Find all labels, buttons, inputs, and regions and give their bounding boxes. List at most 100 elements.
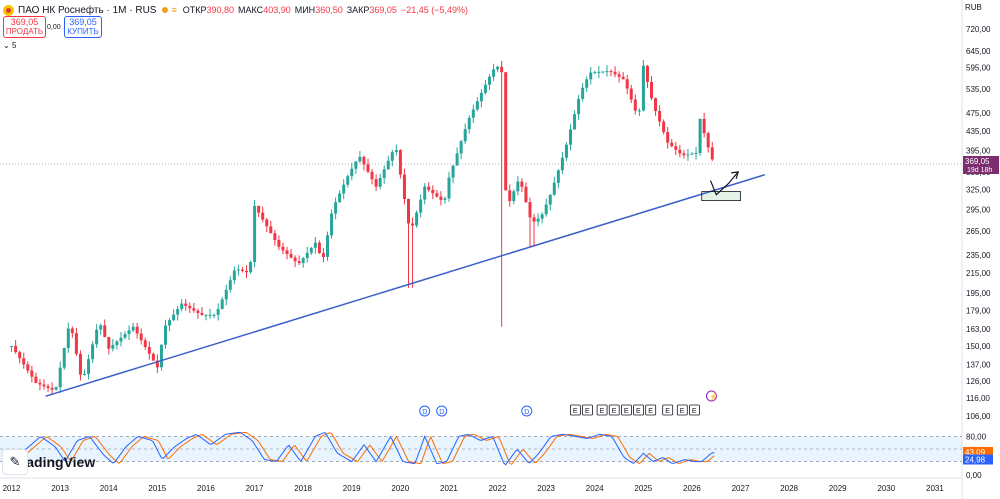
candle-up[interactable]: [386, 160, 390, 170]
earnings-marker[interactable]: [608, 404, 620, 416]
candle-down[interactable]: [398, 150, 402, 175]
candle-down[interactable]: [370, 171, 374, 180]
candle-down[interactable]: [402, 174, 406, 200]
candle-down[interactable]: [528, 202, 532, 218]
candle-up[interactable]: [224, 289, 228, 300]
earnings-marker[interactable]: [620, 404, 632, 416]
candle-up[interactable]: [54, 387, 58, 390]
candle-down[interactable]: [265, 219, 269, 227]
candle-down[interactable]: [633, 99, 637, 111]
candle-up[interactable]: [249, 261, 253, 273]
candle-down[interactable]: [674, 146, 678, 150]
indicators-toggle[interactable]: ⌄ 5: [3, 41, 16, 50]
candle-up[interactable]: [212, 314, 216, 316]
candle-up[interactable]: [516, 181, 520, 192]
stochastic-d-line[interactable]: [11, 431, 715, 465]
candle-down[interactable]: [135, 326, 139, 334]
candle-up[interactable]: [394, 150, 398, 153]
candle-down[interactable]: [317, 242, 321, 254]
candle-down[interactable]: [654, 98, 658, 112]
stochastic-k-line[interactable]: [11, 431, 715, 466]
candle-up[interactable]: [488, 76, 491, 85]
dividend-marker[interactable]: [436, 405, 448, 417]
candle-down[interactable]: [321, 253, 325, 258]
candle-up[interactable]: [301, 257, 305, 264]
candle-up[interactable]: [637, 110, 641, 112]
earnings-marker[interactable]: [569, 404, 581, 416]
candle-down[interactable]: [710, 147, 714, 160]
candle-down[interactable]: [26, 364, 30, 371]
candle-up[interactable]: [479, 92, 483, 102]
symbol-title[interactable]: ПАО НК Роснефть · 1М · RUS: [18, 4, 157, 16]
candle-up[interactable]: [390, 152, 394, 161]
candle-up[interactable]: [577, 98, 581, 115]
candle-up[interactable]: [358, 156, 362, 162]
candle-up[interactable]: [581, 87, 585, 99]
candle-up[interactable]: [10, 345, 14, 347]
candle-down[interactable]: [78, 353, 82, 375]
candle-down[interactable]: [613, 71, 617, 75]
candle-up[interactable]: [641, 65, 645, 111]
candle-down[interactable]: [257, 205, 261, 213]
candle-up[interactable]: [569, 129, 572, 145]
candle-up[interactable]: [564, 144, 568, 158]
candle-up[interactable]: [168, 320, 172, 326]
candle-down[interactable]: [192, 308, 196, 311]
candle-down[interactable]: [658, 111, 662, 122]
candle-up[interactable]: [228, 280, 232, 290]
candle-down[interactable]: [14, 345, 18, 353]
candle-up[interactable]: [467, 117, 471, 130]
candle-up[interactable]: [354, 161, 358, 169]
candle-up[interactable]: [172, 314, 176, 321]
candle-up[interactable]: [698, 118, 702, 153]
candle-up[interactable]: [127, 330, 131, 335]
candle-up[interactable]: [326, 235, 329, 258]
candle-up[interactable]: [459, 141, 463, 154]
candle-down[interactable]: [34, 376, 38, 383]
candle-up[interactable]: [99, 325, 103, 330]
candle-down[interactable]: [188, 305, 192, 309]
candle-down[interactable]: [143, 340, 147, 347]
candle-up[interactable]: [573, 114, 577, 130]
candle-down[interactable]: [74, 333, 78, 354]
candle-down[interactable]: [184, 303, 188, 306]
candle-up[interactable]: [483, 84, 487, 93]
candle-up[interactable]: [536, 218, 540, 222]
earnings-marker[interactable]: [662, 404, 674, 416]
buy-button[interactable]: 369,05 КУПИТЬ: [64, 16, 102, 38]
candle-up[interactable]: [455, 153, 459, 166]
candle-up[interactable]: [463, 129, 467, 142]
earnings-marker[interactable]: [645, 404, 657, 416]
candle-down[interactable]: [261, 212, 265, 220]
candle-down[interactable]: [520, 181, 524, 187]
candle-up[interactable]: [236, 269, 240, 271]
candle-up[interactable]: [66, 328, 70, 349]
candle-down[interactable]: [617, 74, 621, 77]
candle-down[interactable]: [508, 190, 512, 202]
earnings-marker[interactable]: [596, 404, 608, 416]
candle-down[interactable]: [285, 250, 289, 254]
candle-up[interactable]: [305, 252, 309, 258]
candle-down[interactable]: [645, 65, 649, 82]
candle-up[interactable]: [313, 242, 317, 248]
candle-down[interactable]: [362, 156, 366, 165]
candle-down[interactable]: [30, 370, 34, 377]
candle-down[interactable]: [427, 186, 431, 190]
earnings-marker[interactable]: [676, 404, 688, 416]
candle-down[interactable]: [439, 196, 443, 200]
candle-up[interactable]: [419, 199, 423, 213]
candle-down[interactable]: [625, 79, 629, 89]
candle-up[interactable]: [123, 334, 127, 338]
candle-down[interactable]: [269, 226, 273, 234]
candle-down[interactable]: [431, 189, 435, 194]
candle-down[interactable]: [103, 325, 107, 338]
candle-down[interactable]: [155, 360, 159, 368]
candle-down[interactable]: [411, 223, 415, 226]
candle-down[interactable]: [289, 253, 293, 258]
candle-down[interactable]: [366, 164, 370, 172]
candle-up[interactable]: [62, 348, 66, 368]
candle-up[interactable]: [560, 157, 564, 171]
candle-down[interactable]: [281, 246, 285, 251]
candle-up[interactable]: [204, 314, 208, 316]
